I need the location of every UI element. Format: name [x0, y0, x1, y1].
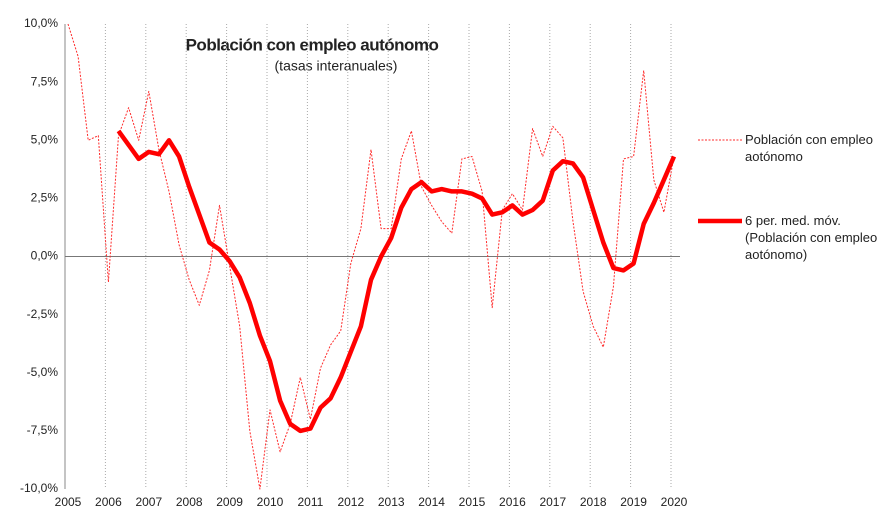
- x-tick-label: 2019: [620, 495, 647, 509]
- x-tick-label: 2015: [459, 495, 486, 509]
- x-tick-label: 2007: [135, 495, 162, 509]
- x-tick-label: 2008: [176, 495, 203, 509]
- y-tick-label: 7,5%: [31, 74, 59, 88]
- x-tick-label: 2018: [580, 495, 607, 509]
- y-tick-label: -7,5%: [27, 423, 59, 437]
- y-tick-label: -5,0%: [27, 365, 59, 379]
- chart-title: Población con empleo autónomo: [186, 35, 439, 54]
- legend-label: 6 per. med. móv. (Población con empleo a…: [745, 213, 878, 262]
- x-tick-label: 2013: [378, 495, 405, 509]
- y-tick-label: 2,5%: [31, 191, 59, 205]
- y-tick-label: -2,5%: [27, 307, 59, 321]
- legend-label: Población con empleo aotónomo: [745, 132, 873, 164]
- x-tick-label: 2005: [55, 495, 82, 509]
- x-tick-label: 2017: [539, 495, 566, 509]
- y-tick-label: 10,0%: [24, 16, 58, 30]
- x-tick-label: 2014: [418, 495, 445, 509]
- chart-subtitle: (tasas interanuales): [275, 58, 398, 74]
- y-tick-label: 5,0%: [31, 132, 59, 146]
- x-tick-label: 2011: [297, 495, 323, 509]
- x-tick-label: 2016: [499, 495, 526, 509]
- series-line: [116, 129, 677, 434]
- x-tick-label: 2012: [337, 495, 364, 509]
- x-tick-label: 2009: [216, 495, 243, 509]
- x-tick-label: 2010: [257, 495, 284, 509]
- y-tick-label: -10,0%: [20, 481, 58, 495]
- x-tick-label: 2006: [95, 495, 122, 509]
- x-tick-label: 2020: [661, 495, 688, 509]
- y-tick-label: 0,0%: [31, 249, 59, 263]
